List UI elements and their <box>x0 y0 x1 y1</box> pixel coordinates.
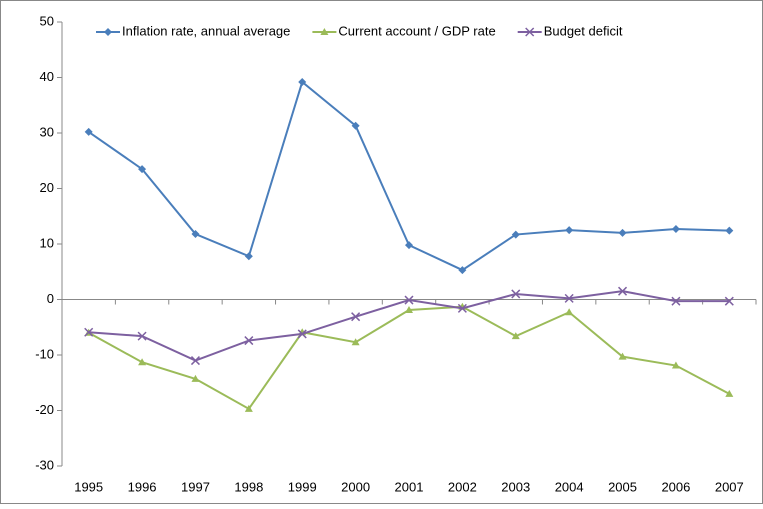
point <box>405 241 413 250</box>
y-tick-label: -30 <box>35 457 54 472</box>
y-tick-label: 10 <box>40 235 54 250</box>
x-tick-label: 1999 <box>288 479 317 494</box>
x-tick-label: 1995 <box>74 479 103 494</box>
x-tick-label: 2005 <box>608 479 637 494</box>
point <box>511 332 520 340</box>
point <box>725 226 734 235</box>
point <box>244 336 254 346</box>
point <box>671 225 680 234</box>
point <box>84 327 94 337</box>
point <box>244 252 253 261</box>
x-tick-label: 2002 <box>448 479 477 494</box>
point <box>320 28 329 35</box>
point <box>458 266 467 275</box>
point <box>565 308 574 316</box>
point <box>351 312 361 322</box>
point <box>137 331 147 341</box>
point <box>564 293 574 303</box>
point <box>191 230 200 239</box>
x-tick-label: 2003 <box>501 479 530 494</box>
x-tick-label: 1997 <box>181 479 210 494</box>
point <box>104 28 112 36</box>
point <box>671 361 680 369</box>
y-tick-label: 40 <box>40 69 54 84</box>
x-tick-label: 2000 <box>341 479 370 494</box>
point <box>138 165 147 174</box>
point <box>511 289 521 299</box>
point <box>351 338 360 346</box>
legend-label: Budget deficit <box>544 23 623 38</box>
x-tick-label: 2001 <box>395 479 424 494</box>
point <box>724 296 734 306</box>
y-tick-label: 0 <box>47 291 54 306</box>
x-tick-label: 2007 <box>715 479 744 494</box>
point <box>525 27 535 37</box>
point <box>404 295 414 305</box>
point <box>351 121 360 130</box>
point <box>244 404 253 412</box>
x-tick-label: 2006 <box>661 479 690 494</box>
point <box>618 352 627 360</box>
point <box>190 356 200 366</box>
y-tick-label: -10 <box>35 346 54 361</box>
x-tick-label: 1998 <box>234 479 263 494</box>
y-tick-label: 30 <box>40 124 54 139</box>
point <box>618 286 628 296</box>
point <box>671 296 681 306</box>
point <box>138 358 147 366</box>
y-tick-label: 50 <box>40 13 54 28</box>
legend-label: Inflation rate, annual average <box>122 23 290 38</box>
point <box>565 226 574 235</box>
x-tick-label: 1996 <box>128 479 157 494</box>
legend-label: Current account / GDP rate <box>338 23 495 38</box>
point <box>457 303 467 313</box>
point <box>725 389 734 397</box>
point <box>191 374 200 382</box>
point <box>618 228 627 237</box>
y-tick-label: -20 <box>35 402 54 417</box>
point <box>511 230 520 239</box>
x-tick-label: 2004 <box>555 479 584 494</box>
point <box>405 306 413 314</box>
point <box>298 77 307 86</box>
point <box>84 127 93 136</box>
y-tick-label: 20 <box>40 180 54 195</box>
point <box>297 329 307 339</box>
